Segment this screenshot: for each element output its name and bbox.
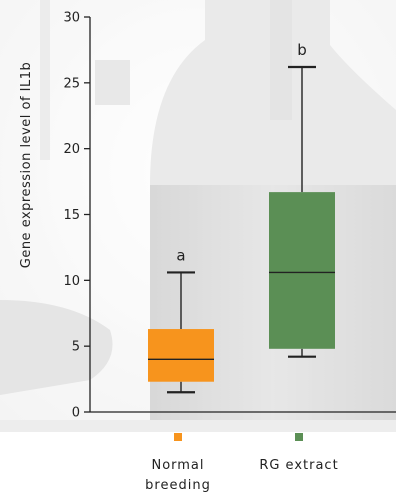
y-tick-label: 15	[63, 208, 80, 223]
box-series-2: b	[269, 41, 335, 358]
box-series-1: a	[148, 246, 214, 394]
iqr-box	[148, 329, 214, 382]
significance-letter: b	[297, 41, 307, 59]
legend-swatch	[174, 433, 182, 441]
y-axis-ticks: 0 5 10 15 20 25 30	[63, 11, 90, 421]
y-axis-label: Gene expression level of IL1b	[19, 62, 34, 269]
legend-label: breeding	[145, 478, 211, 493]
y-tick-label: 30	[63, 11, 80, 26]
legend-item-1: Normal breeding	[145, 433, 211, 493]
y-tick-label: 20	[63, 142, 80, 157]
y-tick-label: 25	[63, 76, 80, 91]
legend-swatch	[295, 433, 303, 441]
iqr-box	[269, 192, 335, 349]
y-tick-label: 10	[63, 274, 80, 289]
legend: Normal breeding RG extract	[145, 433, 338, 493]
box-series-group: ab	[148, 41, 335, 394]
legend-label: RG extract	[259, 458, 338, 473]
legend-label: Normal	[151, 458, 204, 473]
y-tick-label: 0	[72, 406, 80, 421]
y-tick-label: 5	[72, 340, 80, 355]
significance-letter: a	[176, 246, 185, 264]
legend-item-2: RG extract	[259, 433, 338, 473]
